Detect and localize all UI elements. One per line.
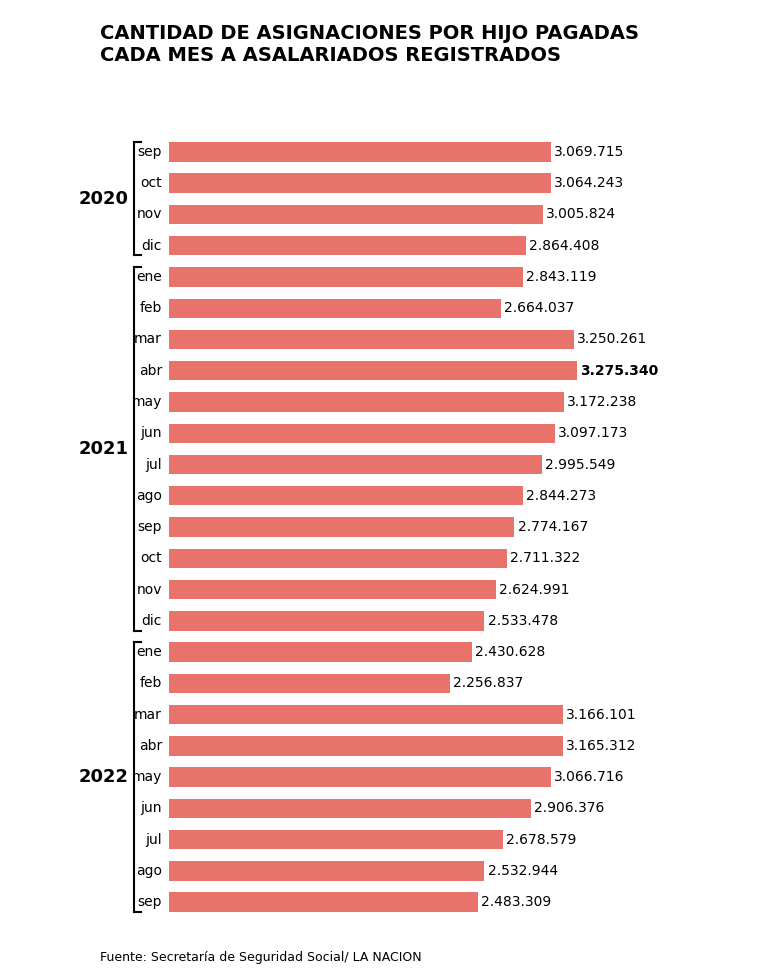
- Text: 2020: 2020: [79, 189, 129, 208]
- Text: ene: ene: [137, 270, 162, 284]
- Bar: [169, 705, 563, 724]
- Text: sep: sep: [137, 144, 162, 159]
- Text: feb: feb: [140, 676, 162, 690]
- Text: 2.711.322: 2.711.322: [510, 551, 580, 565]
- Text: 2.483.309: 2.483.309: [482, 895, 551, 910]
- Bar: [169, 330, 574, 349]
- Bar: [169, 486, 523, 506]
- Text: may: may: [132, 770, 162, 784]
- Bar: [169, 455, 542, 474]
- Bar: [169, 392, 564, 412]
- Bar: [169, 205, 543, 224]
- Text: 3.250.261: 3.250.261: [577, 333, 647, 346]
- Text: oct: oct: [141, 551, 162, 565]
- Text: 3.172.238: 3.172.238: [567, 395, 637, 409]
- Text: jul: jul: [145, 833, 162, 846]
- Text: 2022: 2022: [79, 768, 129, 786]
- Text: 2.678.579: 2.678.579: [505, 833, 576, 846]
- Text: 2.532.944: 2.532.944: [488, 864, 558, 878]
- Text: 2.774.167: 2.774.167: [518, 520, 588, 534]
- Text: oct: oct: [141, 176, 162, 190]
- Text: sep: sep: [137, 520, 162, 534]
- Text: nov: nov: [137, 583, 162, 596]
- Text: 2.864.408: 2.864.408: [529, 239, 599, 253]
- Text: jul: jul: [145, 458, 162, 471]
- Bar: [169, 267, 523, 287]
- Bar: [169, 299, 501, 318]
- Text: 2.995.549: 2.995.549: [545, 458, 615, 471]
- Text: dic: dic: [142, 239, 162, 253]
- Text: 3.066.716: 3.066.716: [554, 770, 624, 784]
- Text: 3.097.173: 3.097.173: [558, 427, 628, 440]
- Text: 3.069.715: 3.069.715: [554, 144, 624, 159]
- Bar: [169, 611, 485, 630]
- Bar: [169, 174, 551, 193]
- Text: abr: abr: [139, 739, 162, 752]
- Bar: [169, 673, 450, 693]
- Bar: [169, 517, 515, 537]
- Bar: [169, 142, 551, 162]
- Text: 2.430.628: 2.430.628: [475, 645, 545, 659]
- Text: 2.533.478: 2.533.478: [488, 614, 558, 628]
- Text: mar: mar: [134, 708, 162, 721]
- Text: 2.844.273: 2.844.273: [526, 489, 597, 503]
- Text: mar: mar: [134, 333, 162, 346]
- Text: 3.064.243: 3.064.243: [554, 176, 624, 190]
- Text: ago: ago: [136, 489, 162, 503]
- Text: jun: jun: [141, 801, 162, 815]
- Text: ene: ene: [137, 645, 162, 659]
- Text: ago: ago: [136, 864, 162, 878]
- Bar: [169, 549, 507, 568]
- Bar: [169, 236, 525, 256]
- Bar: [169, 861, 485, 880]
- Text: 3.275.340: 3.275.340: [580, 364, 658, 378]
- Text: 3.166.101: 3.166.101: [566, 708, 637, 721]
- Text: feb: feb: [140, 302, 162, 315]
- Bar: [169, 798, 531, 818]
- Bar: [169, 767, 551, 787]
- Text: Fuente: Secretaría de Seguridad Social/ LA NACION: Fuente: Secretaría de Seguridad Social/ …: [100, 952, 422, 964]
- Text: 2.664.037: 2.664.037: [504, 302, 574, 315]
- Text: 2021: 2021: [79, 440, 129, 458]
- Text: 3.005.824: 3.005.824: [546, 208, 617, 222]
- Text: abr: abr: [139, 364, 162, 378]
- Text: may: may: [132, 395, 162, 409]
- Text: sep: sep: [137, 895, 162, 910]
- Text: CANTIDAD DE ASIGNACIONES POR HIJO PAGADAS
CADA MES A ASALARIADOS REGISTRADOS: CANTIDAD DE ASIGNACIONES POR HIJO PAGADA…: [100, 24, 639, 65]
- Bar: [169, 892, 478, 912]
- Bar: [169, 642, 472, 662]
- Bar: [169, 424, 554, 443]
- Text: 3.165.312: 3.165.312: [566, 739, 637, 752]
- Bar: [169, 830, 502, 849]
- Text: 2.624.991: 2.624.991: [499, 583, 570, 596]
- Bar: [169, 580, 496, 599]
- Bar: [169, 361, 577, 381]
- Text: dic: dic: [142, 614, 162, 628]
- Text: 2.906.376: 2.906.376: [534, 801, 604, 815]
- Text: nov: nov: [137, 208, 162, 222]
- Text: 2.256.837: 2.256.837: [453, 676, 523, 690]
- Text: jun: jun: [141, 427, 162, 440]
- Bar: [169, 736, 563, 755]
- Text: 2.843.119: 2.843.119: [526, 270, 597, 284]
